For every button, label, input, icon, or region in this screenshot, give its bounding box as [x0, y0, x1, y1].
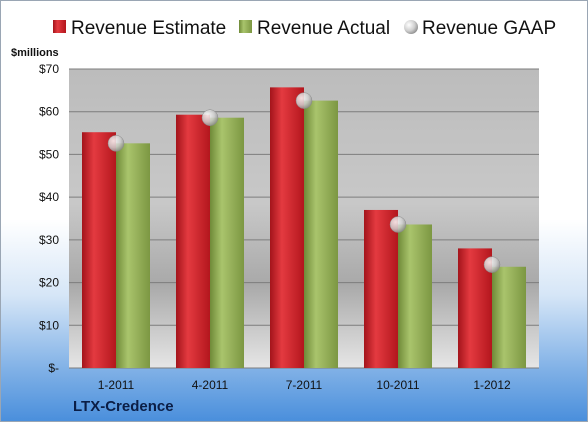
gaap-marker: [201, 109, 219, 126]
bars: [82, 87, 526, 369]
y-tick-label: $40: [39, 190, 59, 204]
y-tick-label: $20: [39, 276, 59, 290]
y-tick-label: $50: [39, 147, 59, 161]
actual-bar: [210, 117, 244, 369]
x-tick-label: 1-2011: [98, 378, 135, 392]
company-name: LTX-Credence: [73, 398, 174, 415]
legend-label-gaap: Revenue GAAP: [422, 18, 556, 39]
actual-bar: [492, 266, 526, 368]
y-unit-label: $millions: [11, 47, 59, 59]
gaap-marker: [389, 216, 407, 233]
gaap-markers: [107, 92, 501, 273]
actual-bar: [398, 224, 432, 368]
legend-label-actual: Revenue Actual: [257, 18, 390, 39]
actual-bar: [116, 143, 150, 368]
estimate-bar: [270, 87, 304, 369]
y-tick-label: $-: [48, 361, 59, 375]
legend-swatch-gaap: [404, 20, 418, 34]
x-tick-label: 10-2011: [376, 378, 419, 392]
x-tick-label: 4-2011: [192, 378, 229, 392]
estimate-bar: [176, 114, 210, 368]
y-tick-label: $70: [39, 62, 59, 76]
estimate-bar: [364, 209, 398, 368]
gaap-marker: [483, 256, 501, 273]
legend-swatch-actual: [239, 20, 252, 33]
x-axis: 1-2011 4-2011 7-2011 10-2011 1-2012: [98, 378, 511, 392]
estimate-bar: [82, 132, 116, 368]
legend-swatch-estimate: [53, 20, 66, 33]
actual-bar: [304, 100, 338, 368]
y-tick-label: $30: [39, 233, 59, 247]
legend-label-estimate: Revenue Estimate: [71, 18, 226, 39]
gaap-marker: [295, 92, 313, 109]
y-tick-label: $10: [39, 318, 59, 332]
x-tick-label: 1-2012: [473, 378, 511, 392]
y-tick-label: $60: [39, 105, 59, 119]
legend: Revenue Estimate Revenue Actual Revenue …: [53, 18, 556, 39]
y-axis: $- $10 $20 $30 $40 $50 $60 $70: [39, 62, 59, 375]
x-tick-label: 7-2011: [286, 378, 323, 392]
gaap-marker: [107, 135, 125, 152]
